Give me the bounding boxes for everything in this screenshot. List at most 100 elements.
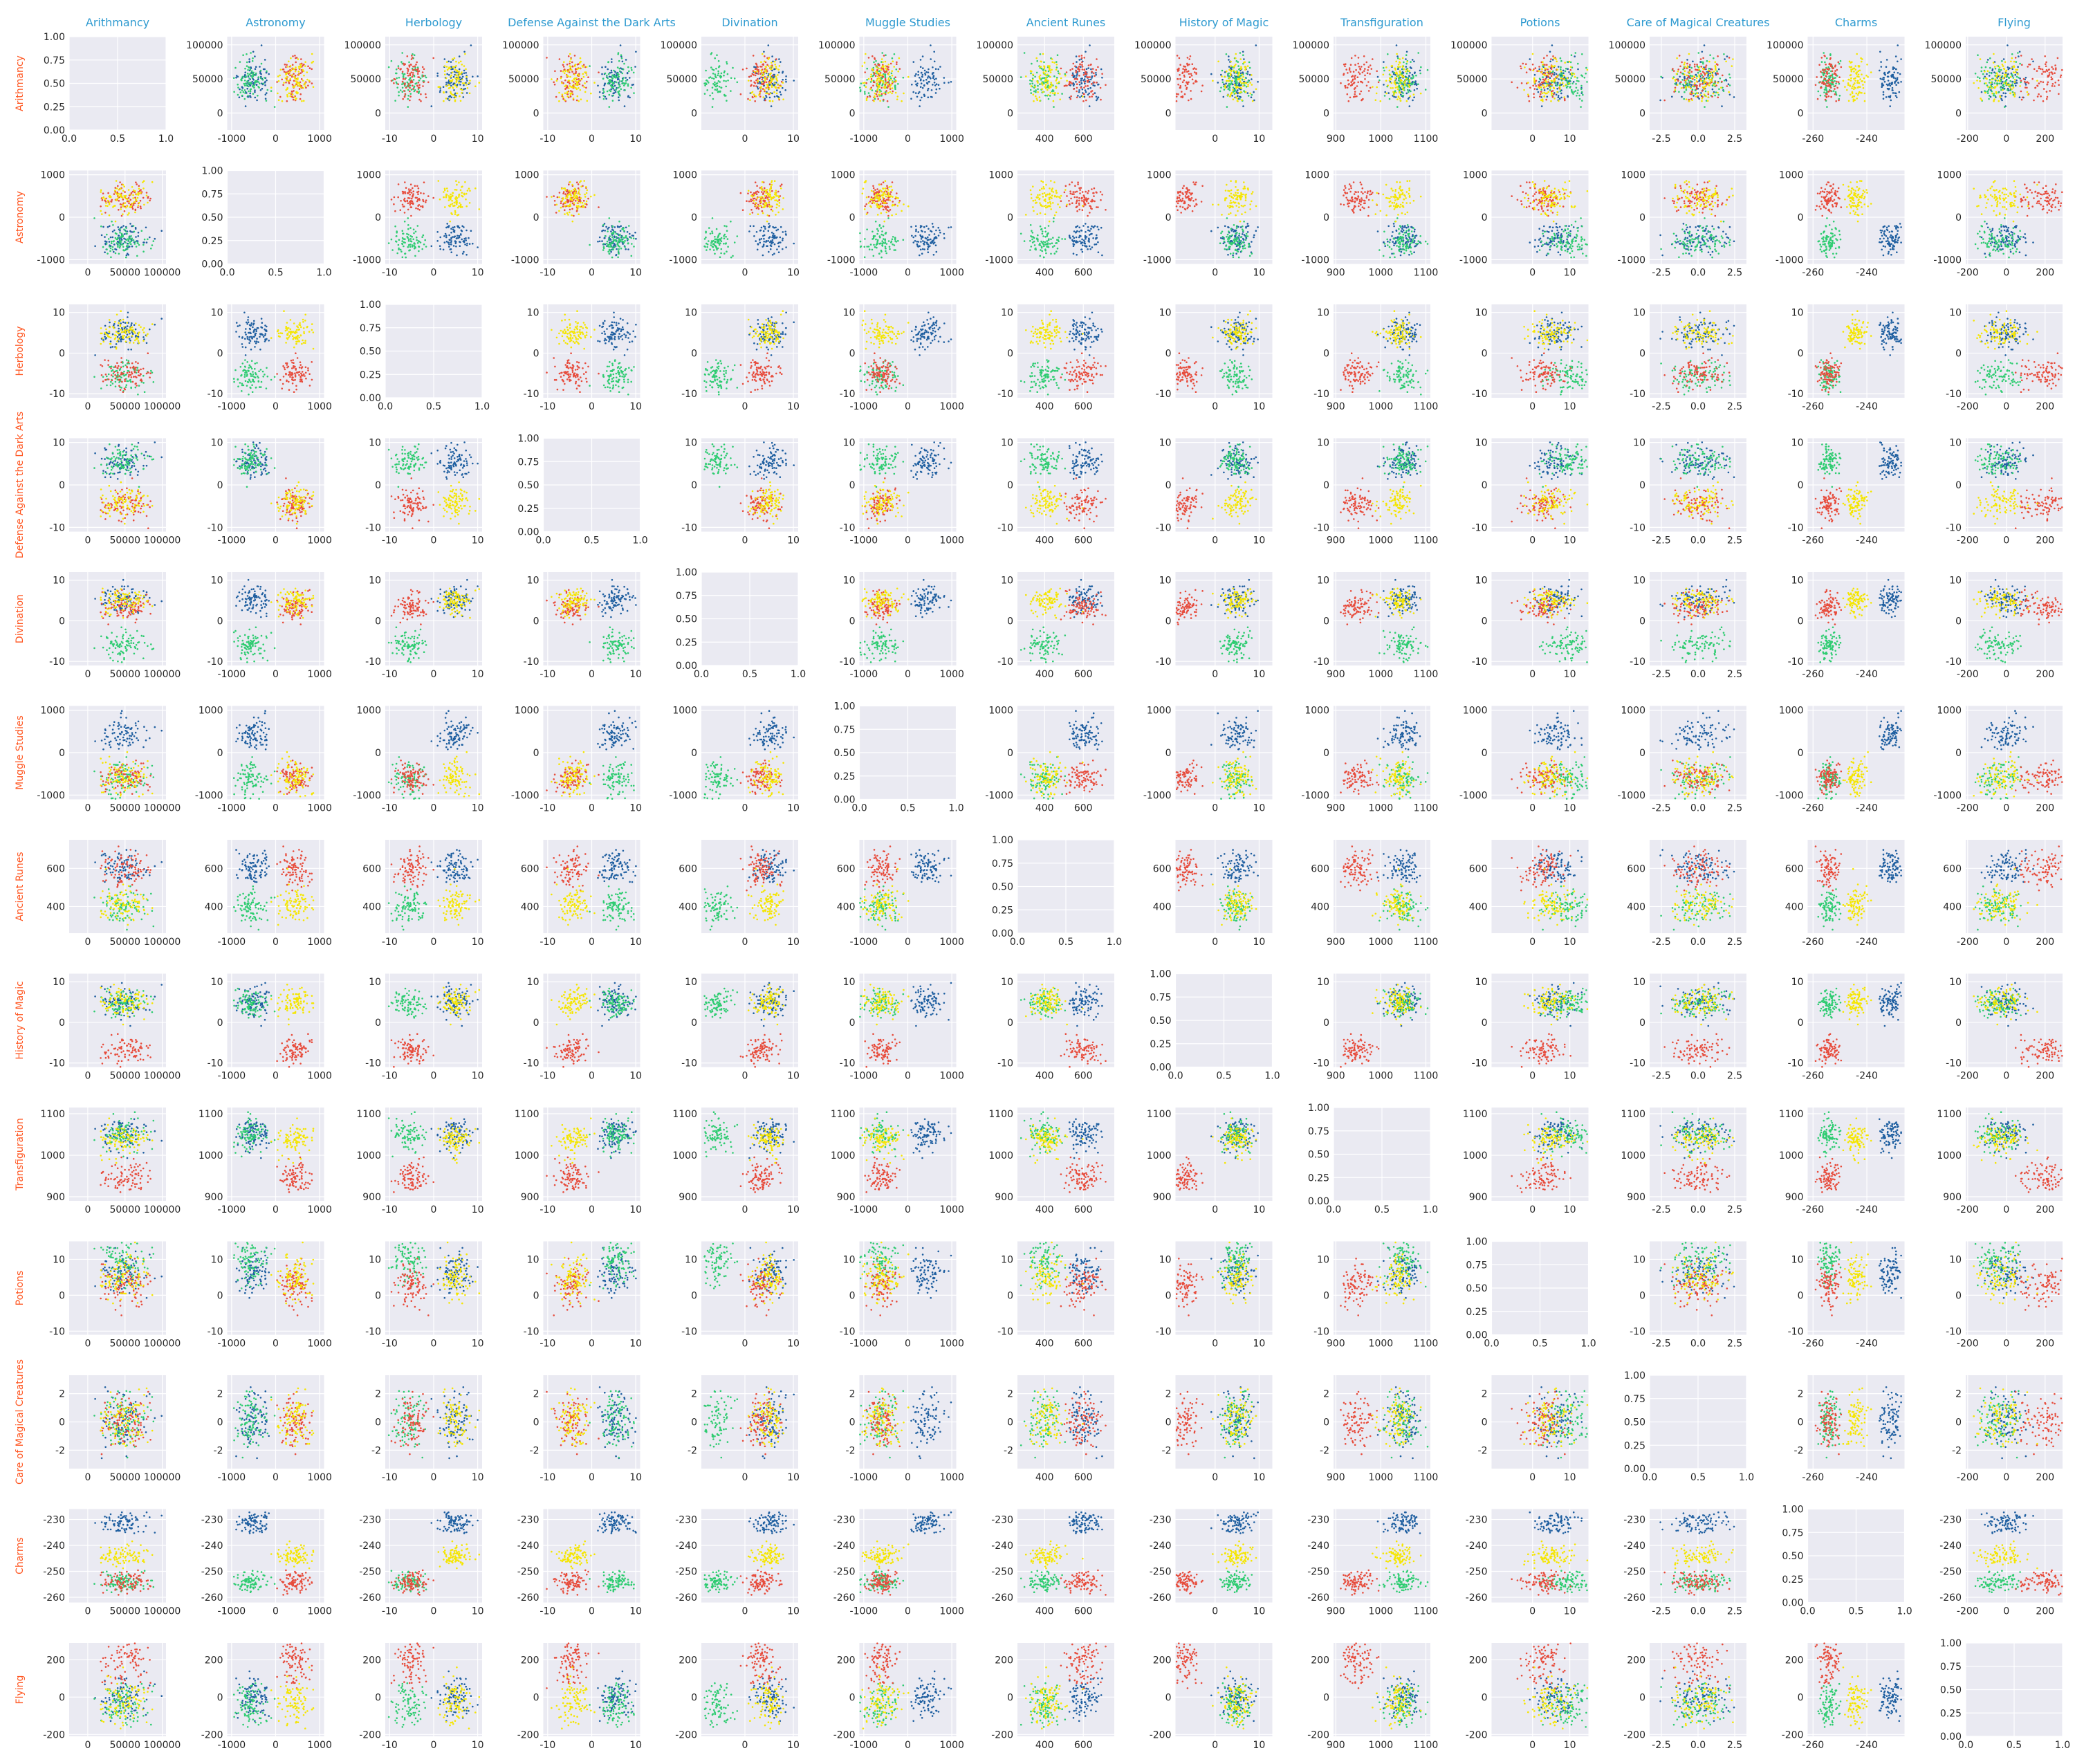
point-red: [402, 98, 404, 100]
point-blue: [922, 67, 924, 69]
point-yellow: [1856, 98, 1858, 100]
point-yellow: [465, 68, 467, 71]
point-green: [719, 86, 721, 88]
point-green: [1396, 82, 1398, 84]
point-yellow: [1853, 78, 1855, 80]
point-green: [1228, 83, 1230, 85]
point-green: [1838, 63, 1841, 65]
point-red: [1706, 64, 1708, 66]
point-yellow: [1562, 85, 1565, 87]
point-green: [237, 86, 239, 89]
x-tick-label: 200: [2036, 134, 2054, 145]
point-green: [252, 85, 254, 87]
point-red: [1711, 95, 1713, 98]
point-red: [571, 71, 573, 73]
point-blue: [1721, 105, 1723, 107]
point-yellow: [295, 84, 297, 86]
point-yellow: [903, 93, 905, 95]
point-red: [2020, 55, 2022, 57]
point-green: [1236, 81, 1238, 83]
point-red: [1187, 57, 1189, 59]
point-yellow: [764, 78, 766, 80]
point-yellow: [1409, 79, 1411, 81]
point-yellow: [2010, 93, 2012, 95]
point-yellow: [286, 76, 288, 78]
point-red: [2038, 82, 2040, 84]
point-green: [413, 79, 415, 81]
point-red: [1179, 78, 1181, 80]
point-yellow: [454, 84, 456, 86]
point-yellow: [1990, 86, 1992, 88]
point-red: [292, 55, 294, 57]
point-yellow: [1870, 71, 1872, 73]
point-yellow: [133, 201, 136, 203]
point-yellow: [120, 194, 122, 196]
point-red: [874, 82, 876, 84]
point-blue: [1894, 67, 1896, 69]
point-red: [1552, 96, 1554, 98]
point-green: [112, 246, 114, 248]
point-blue: [2003, 58, 2005, 60]
point-red: [1829, 63, 1831, 65]
point-red: [404, 96, 406, 98]
point-yellow: [1994, 66, 1996, 68]
point-green: [1826, 57, 1828, 59]
point-yellow: [444, 73, 446, 75]
point-yellow: [1554, 65, 1556, 67]
point-green: [407, 95, 409, 97]
point-yellow: [282, 100, 284, 102]
point-red: [1715, 81, 1717, 83]
point-green: [714, 73, 717, 75]
point-yellow: [870, 73, 872, 75]
point-red: [890, 63, 892, 65]
point-red: [1347, 93, 1349, 95]
point-green: [398, 77, 400, 79]
point-green: [267, 89, 269, 91]
point-yellow: [451, 93, 453, 95]
point-red: [149, 200, 151, 202]
point-yellow: [131, 186, 133, 188]
point-red: [2061, 69, 2063, 71]
point-blue: [1698, 98, 1700, 100]
column-title-transfiguration: Transfiguration: [1340, 16, 1423, 29]
point-blue: [448, 74, 450, 76]
point-green: [1989, 57, 1991, 59]
point-yellow: [570, 94, 572, 96]
point-yellow: [864, 62, 866, 64]
point-green: [239, 61, 241, 63]
point-yellow: [2011, 68, 2013, 70]
point-blue: [436, 75, 439, 77]
point-green: [1833, 90, 1835, 92]
point-red: [2024, 81, 2026, 83]
point-blue: [1887, 76, 1889, 78]
point-blue: [2000, 98, 2002, 100]
point-green: [1229, 89, 1231, 91]
point-green: [106, 234, 108, 236]
point-yellow: [1852, 86, 1854, 88]
point-yellow: [1681, 87, 1683, 89]
point-green: [252, 93, 255, 95]
point-red: [1689, 82, 1691, 84]
point-green: [1249, 67, 1251, 69]
point-green: [118, 253, 120, 255]
y-tick-label: 1000: [356, 170, 381, 181]
panel-arithmancy-vs-defense-against-the-dark-arts: -10 0 10050000100000: [502, 37, 642, 145]
point-green: [251, 71, 253, 73]
point-green: [607, 77, 609, 80]
panel-astronomy-vs-arithmancy: 0 50000 100000-100001000: [37, 170, 181, 279]
point-red: [1353, 82, 1355, 84]
point-blue: [1556, 73, 1558, 75]
point-blue: [122, 225, 124, 227]
point-red: [887, 100, 889, 102]
point-green: [602, 77, 605, 80]
point-red: [764, 100, 766, 102]
point-blue: [936, 83, 938, 85]
point-blue: [1101, 77, 1103, 79]
point-yellow: [122, 213, 124, 215]
point-yellow: [865, 53, 867, 55]
point-blue: [264, 84, 266, 86]
panel-arithmancy-vs-divination: 0 10050000100000: [661, 37, 800, 145]
point-yellow: [558, 92, 560, 94]
point-green: [889, 76, 891, 78]
point-blue: [1544, 89, 1546, 91]
